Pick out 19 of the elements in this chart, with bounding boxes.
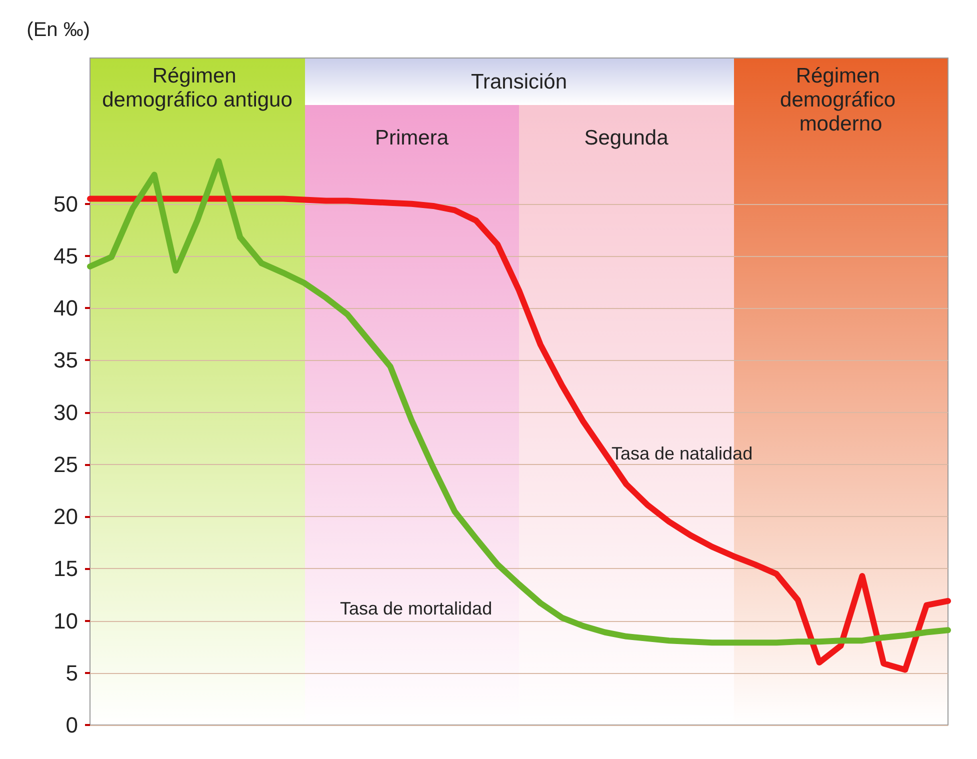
y-tick-label: 30 bbox=[54, 400, 78, 425]
annotation: Tasa de mortalidad bbox=[340, 598, 492, 618]
y-tick-label: 40 bbox=[54, 296, 78, 321]
y-tick-label: 10 bbox=[54, 608, 78, 634]
y-tick-label: 35 bbox=[54, 348, 78, 373]
annotation: Régimen demográfico antiguo bbox=[102, 64, 292, 112]
y-tick-label: 0 bbox=[66, 712, 78, 738]
y-tick-label: 25 bbox=[54, 452, 78, 477]
y-axis-title: (En ‰) bbox=[26, 19, 90, 41]
y-tick-label: 15 bbox=[54, 556, 78, 582]
annotation: Segunda bbox=[584, 126, 669, 150]
y-tick-label: 5 bbox=[66, 660, 78, 686]
annotation: Primera bbox=[374, 126, 449, 150]
annotation: Transición bbox=[470, 70, 568, 94]
annotation: Tasa de natalidad bbox=[611, 444, 753, 464]
y-tick-label: 50 bbox=[54, 191, 78, 216]
annotation: Régimen demográfico moderno bbox=[780, 64, 902, 136]
y-tick-label: 45 bbox=[54, 244, 78, 269]
y-tick-label: 20 bbox=[54, 504, 78, 530]
